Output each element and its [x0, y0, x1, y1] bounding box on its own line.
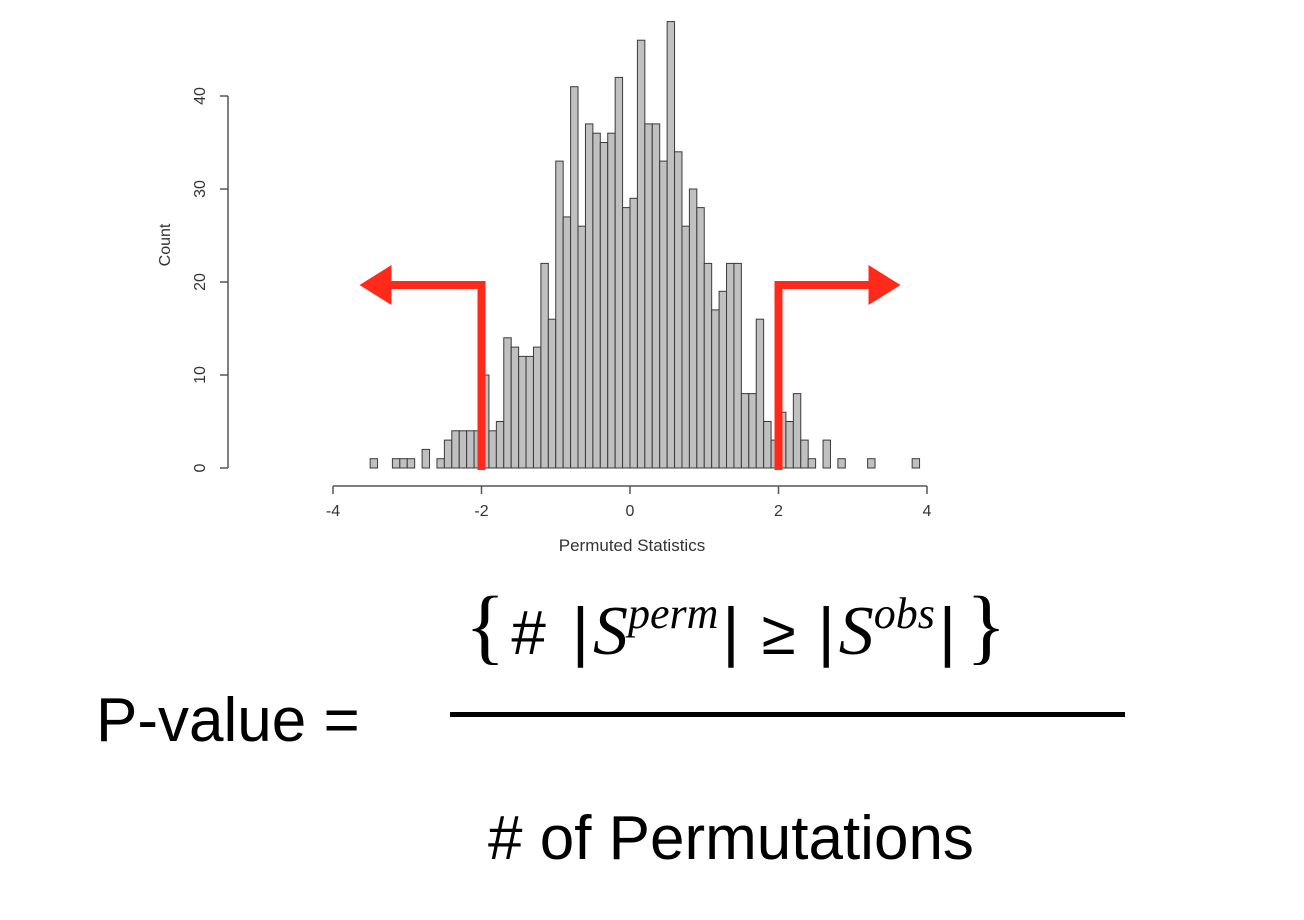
histogram-bar [525, 355, 534, 469]
threshold-markers [359, 265, 901, 470]
histogram-bar [555, 160, 564, 469]
pvalue-label: P-value = [96, 686, 360, 755]
histogram-bar [681, 225, 690, 469]
histogram-bar [837, 458, 846, 469]
histogram-bar [636, 39, 646, 469]
open-brace: { [465, 580, 506, 673]
abs-bar-left-perm: | [571, 594, 589, 668]
histogram-bar [532, 346, 542, 469]
histogram-bar [755, 318, 765, 469]
histogram-bar [800, 439, 809, 469]
x-tick-label: 4 [923, 503, 932, 520]
y-tick-label: 30 [192, 180, 209, 198]
y-axis-label: Count [157, 223, 174, 266]
close-brace: } [966, 580, 1007, 673]
histogram-bar [577, 225, 586, 469]
formula-denominator: # of Permutations [488, 804, 974, 873]
histogram-bar [466, 430, 475, 469]
histogram-bar [451, 430, 460, 469]
histogram-bar [369, 458, 379, 469]
threshold-arrow-icon [359, 265, 392, 305]
histogram-bar [867, 458, 876, 469]
histogram-bar [651, 123, 661, 469]
histogram-bar [748, 393, 757, 469]
histogram-bar [518, 355, 527, 469]
histogram-bar [391, 458, 401, 469]
y-tick-label: 20 [192, 273, 209, 291]
x-tick-label: -2 [474, 503, 488, 520]
histogram-bar [807, 458, 817, 469]
histogram-bar [607, 132, 616, 469]
histogram-bar [622, 207, 631, 469]
histogram-bar [503, 337, 512, 469]
histogram-bar [421, 448, 431, 469]
histogram-bar [733, 262, 742, 469]
histogram-bar [443, 439, 453, 469]
histogram-bar [592, 132, 601, 469]
histogram-bar [458, 430, 468, 469]
histogram-bar [547, 318, 557, 469]
histogram-bar [406, 458, 416, 469]
histogram-bar [740, 393, 750, 469]
histogram-bar [703, 262, 713, 469]
numerator-hash: # [511, 599, 546, 668]
histogram-bar [495, 421, 505, 469]
histogram-bar [488, 430, 497, 469]
threshold-arrow-icon [868, 265, 901, 305]
histogram-bar [629, 197, 638, 469]
perm-superscript: perm [627, 589, 719, 638]
histogram-bar [718, 290, 728, 469]
histogram-bar [562, 216, 572, 469]
histogram-bar [763, 421, 772, 469]
x-tick-label: 0 [626, 503, 635, 520]
histogram-bars [369, 21, 921, 469]
x-tick-label: -4 [326, 503, 340, 520]
histogram-bar [696, 207, 705, 469]
histogram-bar [399, 458, 408, 469]
s-perm: S [592, 593, 628, 670]
y-tick-label: 10 [192, 366, 209, 384]
histogram-bar [584, 123, 594, 469]
x-axis-label: Permuted Statistics [559, 536, 705, 555]
histogram-bar [785, 421, 794, 469]
formula-numerator: { # | S perm | ≥ | S obs | } [465, 585, 1006, 669]
histogram-bar [644, 123, 653, 469]
geq-symbol: ≥ [761, 599, 796, 668]
y-tick-label: 40 [192, 87, 209, 105]
fraction-line [450, 712, 1125, 717]
s-obs: S [838, 593, 874, 670]
histogram-bar [711, 309, 720, 469]
obs-superscript: obs [873, 589, 935, 638]
threshold-line [391, 281, 486, 470]
x-tick-label: 2 [774, 503, 783, 520]
threshold-line [774, 281, 869, 470]
abs-bar-right-perm: | [722, 594, 740, 668]
histogram-bar [599, 142, 609, 469]
histogram-bar [659, 160, 668, 469]
histogram-bar [726, 262, 735, 469]
y-tick-label: 0 [192, 463, 209, 472]
histogram-bar [666, 21, 676, 469]
histogram-bar [792, 393, 802, 469]
histogram-bar [510, 346, 520, 469]
histogram-bar [540, 262, 549, 469]
histogram-bar [570, 86, 579, 469]
histogram-bar [436, 458, 445, 469]
histogram-bar [911, 458, 921, 469]
histogram-bar [822, 439, 831, 469]
histogram-bar [614, 76, 624, 469]
histogram-bar [688, 188, 698, 469]
abs-bar-left-obs: | [817, 594, 835, 668]
histogram-bar [674, 151, 683, 469]
abs-bar-right-obs: | [938, 594, 957, 668]
